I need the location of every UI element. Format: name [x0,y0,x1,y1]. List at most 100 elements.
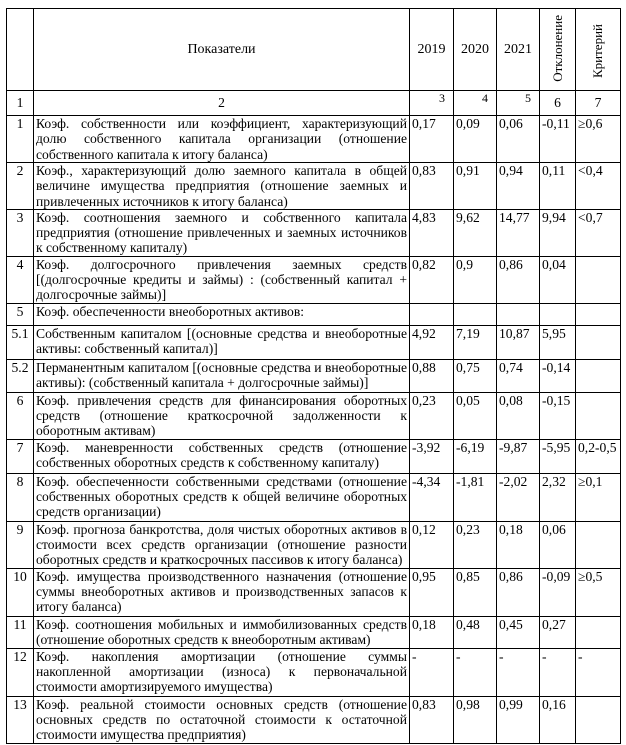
indicator-name: Коэф. накопления амортизации (отношение … [33,647,410,697]
value-2021: -2,02 [496,472,540,522]
value-2020: 9,62 [453,208,497,257]
value-2021: 0,18 [496,520,540,569]
value-2019: 0,17 [409,115,454,163]
criterion-value: ≥0,5 [575,567,621,617]
header-criterion: Критерий [575,8,621,91]
value-2020: -6,19 [453,438,497,474]
row-number: 5.1 [6,324,34,360]
table-row: 12 Коэф. накопления амортизации (отношени… [6,647,621,697]
deviation-value: 5,95 [539,324,576,360]
column-number: 5 [496,90,540,116]
deviation-value: - [539,647,576,697]
table-row: 1 Коэф. собственности или коэффициент, ха… [6,115,621,163]
row-number: 4 [6,255,34,304]
value-2019: 0,12 [409,520,454,569]
value-2020: -1,81 [453,472,497,522]
deviation-value [539,302,576,326]
value-2019: 4,92 [409,324,454,360]
value-2020: 0,98 [453,695,497,744]
deviation-value: -0,14 [539,358,576,393]
value-2019: 0,83 [409,162,454,210]
header-2019: 2019 [409,8,454,91]
row-number: 8 [6,472,34,522]
row-number: 7 [6,438,34,474]
header-indicator: Показатели [33,8,410,91]
deviation-value: 9,94 [539,208,576,257]
value-2021: 0,99 [496,695,540,744]
criterion-value [575,615,621,649]
value-2019: 4,83 [409,208,454,257]
value-2021: 0,74 [496,358,540,393]
value-2020: 0,48 [453,615,497,649]
table-row: 5 Коэф. обеспеченности внеоборотных актив… [6,302,621,326]
criterion-value: ≥0,1 [575,472,621,522]
value-2021: -9,87 [496,438,540,474]
table-row: 13 Коэф. реальной стоимости основных сред… [6,695,621,744]
column-number: 2 [33,90,410,116]
indicator-name: Коэф. соотношения заемного и собственног… [33,208,410,257]
table-row: 5.2 Перманентным капиталом [(основные сре… [6,358,621,393]
indicator-name: Коэф. привлечения средств для финансиров… [33,391,410,440]
table-row: 5.1 Собственным капиталом [(основные сред… [6,324,621,360]
value-2019: 0,23 [409,391,454,440]
row-number: 3 [6,208,34,257]
table-row: 3 Коэф. соотношения заемного и собственно… [6,208,621,257]
value-2019: 0,88 [409,358,454,393]
criterion-value [575,255,621,304]
table-row: 6 Коэф. привлечения средств для финансиро… [6,391,621,440]
criterion-value: - [575,647,621,697]
indicator-name: Перманентным капиталом [(основные средст… [33,358,410,393]
table-row: 7 Коэф. маневренности собственных средств… [6,438,621,474]
value-2019: 0,82 [409,255,454,304]
row-number: 13 [6,695,34,744]
column-number: 7 [575,90,621,116]
indicator-name: Собственным капиталом [(основные средств… [33,324,410,360]
value-2020 [453,302,497,326]
indicator-name: Коэф. маневренности собственных средств … [33,438,410,474]
criterion-value: <0,7 [575,208,621,257]
value-2020: 0,09 [453,115,497,163]
indicator-name: Коэф. обеспеченности собственными средст… [33,472,410,522]
value-2020: 0,91 [453,162,497,210]
value-2020: 0,85 [453,567,497,617]
indicator-name: Коэф. соотношения мобильных и иммобилизо… [33,615,410,649]
column-number: 6 [539,90,576,116]
value-2019: 0,95 [409,567,454,617]
column-number: 3 [409,90,454,116]
deviation-value: 2,32 [539,472,576,522]
deviation-value: 0,27 [539,615,576,649]
column-numbers-row: 1 2 3 4 5 6 7 [6,90,621,116]
indicator-name: Коэф. имущества производственного назнач… [33,567,410,617]
value-2019: -4,34 [409,472,454,522]
indicator-name: Коэф. долгосрочного привлечения заемных … [33,255,410,304]
table-row: 9 Коэф. прогноза банкротства, доля чистых… [6,520,621,569]
deviation-value: -0,09 [539,567,576,617]
value-2020: 7,19 [453,324,497,360]
value-2019: 0,18 [409,615,454,649]
value-2019 [409,302,454,326]
table-row: 8 Коэф. обеспеченности собственными средс… [6,472,621,522]
value-2021: 14,77 [496,208,540,257]
indicator-name: Коэф. реальной стоимости основных средст… [33,695,410,744]
criterion-value [575,358,621,393]
value-2021: - [496,647,540,697]
value-2021: 0,86 [496,255,540,304]
value-2019: 0,83 [409,695,454,744]
criterion-value [575,391,621,440]
criterion-value: 0,2-0,5 [575,438,621,474]
criterion-value: <0,4 [575,162,621,210]
indicator-name: Коэф. собственности или коэффициент, хар… [33,115,410,163]
indicator-name: Коэф., характеризующий долю заемного кап… [33,162,410,210]
column-number: 4 [453,90,497,116]
column-number: 1 [6,90,34,116]
value-2021: 0,08 [496,391,540,440]
indicator-name: Коэф. прогноза банкротства, доля чистых … [33,520,410,569]
table-row: 10 Коэф. имущества производственного назн… [6,567,621,617]
row-number: 12 [6,647,34,697]
value-2021: 10,87 [496,324,540,360]
value-2020: 0,75 [453,358,497,393]
deviation-value: -0,11 [539,115,576,163]
header-deviation: Отклонение [539,8,576,91]
criterion-value: ≥0,6 [575,115,621,163]
header-row: Показатели 2019 2020 2021 Отклонение Кри… [6,8,621,91]
